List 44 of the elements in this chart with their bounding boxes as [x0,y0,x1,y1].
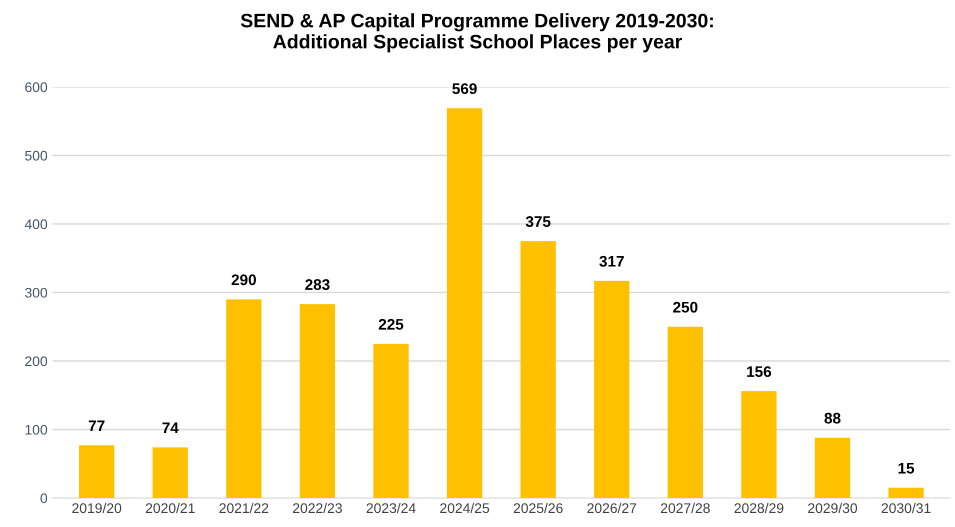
x-tick-label: 2024/25 [440,502,490,514]
data-label: 283 [305,279,330,290]
bar [668,326,703,498]
data-label: 375 [526,216,550,227]
bar [520,241,556,498]
data-label: 317 [599,256,624,267]
x-tick-label: 2021/22 [219,502,268,514]
data-label: 569 [452,83,477,94]
bar [888,488,924,498]
data-label: 15 [898,462,914,474]
data-label: 290 [232,274,256,286]
x-tick-label: 2028/29 [734,502,784,514]
y-tick-label: 200 [25,356,48,366]
x-tick-label: 2030/31 [882,502,931,514]
y-tick-label: 0 [40,493,48,504]
bar [446,108,482,498]
bar [79,445,114,498]
data-label: 77 [88,420,104,431]
bar [594,280,630,498]
bar [300,304,336,498]
x-tick-label: 2029/30 [808,502,858,514]
data-label: 88 [824,412,841,424]
data-label: 156 [747,366,772,378]
bar [814,438,850,498]
y-tick-label: 600 [25,82,48,92]
data-label: 225 [378,318,404,330]
chart-title: SEND & AP Capital Programme Delivery 2019-2030: Additional Specialist School Places per year [240,13,713,52]
y-tick-label: 300 [25,288,48,298]
bar [152,447,188,498]
x-tick-label: 2022/23 [293,502,342,514]
bar [741,391,777,498]
y-tick-label: 500 [25,150,48,161]
bar [373,344,409,498]
x-tick-label: 2026/27 [587,502,636,514]
y-tick-label: 100 [26,424,48,435]
x-tick-label: 2025/26 [514,502,563,514]
data-label: 74 [162,422,179,434]
x-tick-label: 2023/24 [366,502,416,514]
bar [226,299,262,498]
data-label: 250 [673,302,698,313]
x-tick-label: 2019/20 [72,502,122,514]
x-tick-label: 2020/21 [146,502,195,514]
x-tick-label: 2027/28 [660,502,710,514]
y-tick-label: 400 [24,219,48,230]
